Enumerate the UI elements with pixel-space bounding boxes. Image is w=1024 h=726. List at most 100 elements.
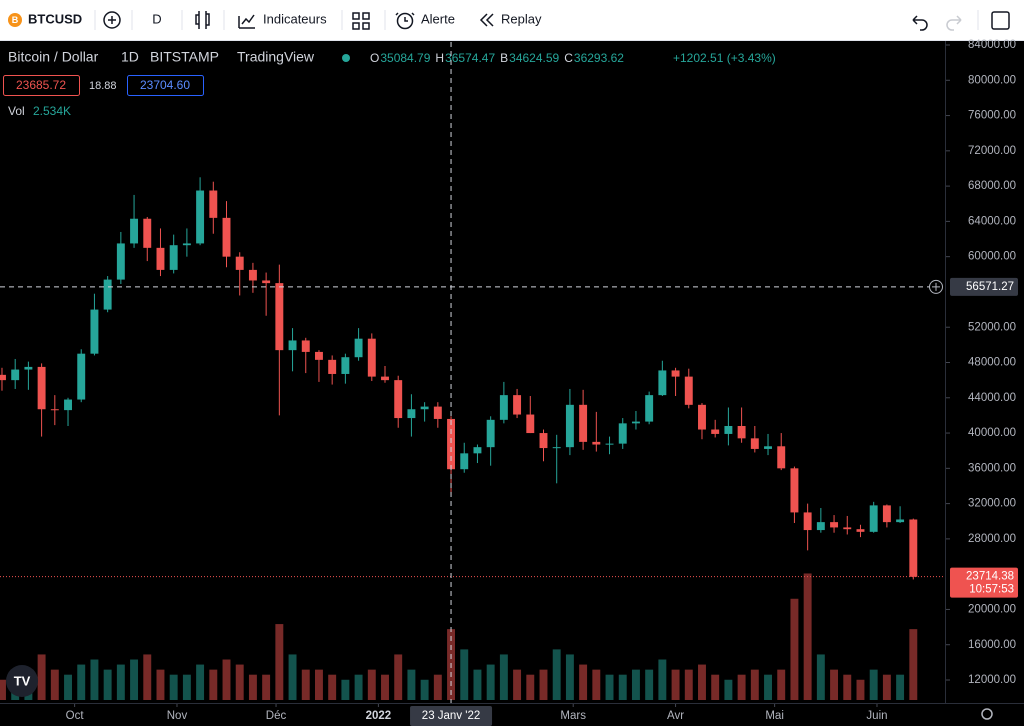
compare-button[interactable] [103, 11, 121, 29]
y-tick-label: 48000.00 [968, 357, 1016, 369]
volume-bar [552, 649, 561, 700]
candle-body [222, 217, 231, 257]
candle-body [447, 418, 455, 470]
bid-box[interactable] [3, 75, 80, 96]
volume-bar [64, 674, 72, 700]
x-tick-label: Oct [66, 710, 85, 722]
legend-exchange: BITSTAMP [150, 49, 219, 65]
settings-button[interactable] [981, 708, 993, 720]
volume-bar [631, 669, 640, 700]
candle-body [64, 399, 72, 411]
candle-body [830, 522, 839, 528]
candle-body [24, 366, 33, 370]
volume-bar [301, 669, 310, 700]
y-tick-label: 12000.00 [968, 674, 1016, 686]
replay-icon[interactable] [479, 13, 494, 27]
symbol-icon[interactable] [8, 13, 22, 27]
crosshair-date-label: 23 Janv '22 [422, 710, 480, 722]
candle-body [473, 447, 482, 454]
candle-body [486, 419, 495, 448]
candle-body [777, 446, 786, 469]
ohlc-label: B [500, 51, 508, 65]
candle-body [711, 429, 720, 434]
candle-body [262, 280, 271, 284]
candle-body [816, 522, 825, 531]
x-tick-label: Avr [667, 710, 684, 722]
indicators-icon[interactable] [238, 14, 255, 29]
volume-bar [50, 669, 59, 700]
volume-bar [103, 669, 112, 700]
candle-body [565, 404, 574, 448]
volume-bar [420, 679, 429, 700]
ask-box[interactable] [127, 75, 204, 96]
volume-bar [486, 664, 495, 700]
volume-bar [513, 669, 522, 700]
y-tick-label: 36000.00 [968, 462, 1016, 474]
volume-bar [116, 664, 125, 700]
volume-bar [288, 654, 297, 700]
volume-bar [592, 669, 601, 700]
candle-body [116, 243, 125, 280]
ohlc-value: 36293.62 [574, 51, 624, 65]
interval-button[interactable]: D [152, 11, 161, 26]
chart-type-button[interactable] [195, 11, 210, 29]
x-tick-label: Mars [560, 710, 586, 722]
ohlc-legend: O 35084.79 H 36574.47 B 34624.59 C 36293.62 [370, 51, 624, 65]
replay-button[interactable]: Replay [501, 11, 542, 26]
volume-bar [684, 669, 693, 700]
volume-bar [460, 649, 469, 700]
alert-button[interactable]: Alerte [421, 11, 455, 26]
y-tick-label: 44000.00 [968, 392, 1016, 404]
candle-body [130, 218, 139, 244]
y-tick-label: 32000.00 [968, 498, 1016, 510]
market-status[interactable] [342, 54, 350, 62]
volume-bar [275, 624, 284, 700]
symbol[interactable]: BTCUSD [28, 11, 82, 26]
y-tick-label: 80000.00 [968, 74, 1016, 86]
add-alert-plus [932, 282, 940, 291]
toolbar [0, 0, 1024, 40]
last-price-label: 23714.38 [966, 571, 1014, 583]
volume-bar [0, 679, 6, 700]
volume-bar [803, 573, 812, 700]
candle-body [539, 433, 548, 449]
candle-body [618, 423, 627, 444]
candle-body [433, 406, 442, 419]
alert-icon[interactable] [396, 12, 414, 30]
volume-bar [248, 674, 257, 700]
countdown-label: 10:57:53 [969, 584, 1014, 596]
candle-body [407, 409, 416, 419]
volume-bar [843, 674, 852, 700]
indicators-button[interactable]: Indicateurs [263, 11, 327, 26]
crosshair-price-box [950, 277, 1018, 296]
ohlc-value: 34624.59 [509, 51, 559, 65]
fullscreen-button[interactable] [991, 11, 1010, 30]
candle-body [315, 351, 323, 360]
redo-button[interactable] [946, 15, 962, 31]
last-price-box [950, 567, 1018, 598]
candle-body [684, 376, 693, 405]
candle-body [354, 338, 363, 358]
tradingview-logo[interactable] [6, 665, 38, 697]
undo-button[interactable] [912, 15, 928, 31]
layouts-button[interactable] [352, 12, 370, 30]
crosshair-price-label: 56571.27 [966, 281, 1014, 293]
candle-body [143, 218, 152, 248]
candle-body [196, 190, 205, 244]
candle-body [790, 468, 799, 513]
legend-title: Bitcoin / Dollar [8, 49, 99, 65]
tradingview-logo-mark: TV [14, 673, 31, 688]
volume-bar [896, 674, 905, 700]
candle-body [909, 519, 918, 577]
candle-body [724, 425, 733, 434]
candle-body [50, 409, 59, 411]
volume-bar [499, 654, 508, 700]
volume-bar [354, 674, 363, 700]
volume-bar [830, 669, 839, 700]
volume-bar [156, 669, 165, 700]
ohlc-label: O [370, 51, 379, 65]
volume-bar [262, 674, 271, 700]
compare-plus [108, 16, 116, 24]
candle-body [301, 340, 310, 352]
